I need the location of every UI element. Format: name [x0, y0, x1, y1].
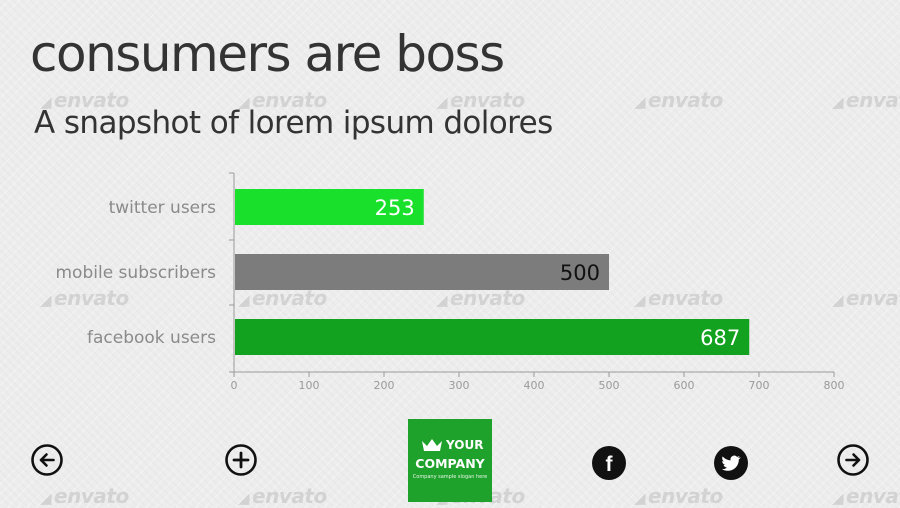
bar-value-label: 253 — [375, 196, 415, 220]
x-tick-label: 400 — [524, 379, 545, 392]
bar — [235, 189, 424, 225]
logo-text-line2: COMPANY — [415, 456, 485, 471]
bar-value-label: 500 — [560, 261, 600, 285]
plus-circle-icon — [225, 444, 257, 476]
x-tick-label: 600 — [674, 379, 695, 392]
logo-text-line1: YOUR — [446, 438, 484, 452]
bar — [235, 254, 609, 290]
arrow-right-circle-icon — [837, 444, 869, 476]
back-button[interactable] — [31, 444, 63, 476]
bar-value-label: 687 — [700, 326, 740, 350]
x-tick-label: 700 — [749, 379, 770, 392]
facebook-icon: f — [606, 453, 614, 476]
company-logo: YOUR COMPANY Company sample slogan here — [408, 419, 492, 502]
bar — [235, 319, 750, 355]
x-tick-label: 500 — [599, 379, 620, 392]
add-button[interactable] — [225, 444, 257, 476]
page-subtitle: A snapshot of lorem ipsum dolores — [34, 105, 553, 141]
category-label: facebook users — [87, 328, 216, 348]
next-button[interactable] — [837, 444, 869, 476]
twitter-bird-icon — [722, 455, 741, 471]
facebook-glyph: f — [606, 453, 614, 476]
category-label: mobile subscribers — [56, 263, 217, 283]
x-tick-label: 300 — [449, 379, 470, 392]
x-tick-label: 200 — [374, 379, 395, 392]
twitter-button[interactable] — [714, 446, 748, 480]
page-title: consumers are boss — [30, 25, 505, 83]
x-tick-label: 0 — [231, 379, 238, 392]
logo-slogan: Company sample slogan here — [412, 474, 488, 480]
x-tick-label: 100 — [299, 379, 320, 392]
crown-icon — [422, 439, 442, 451]
arrow-left-circle-icon — [31, 444, 63, 476]
x-tick-label: 800 — [824, 379, 845, 392]
facebook-button[interactable]: f — [592, 446, 626, 480]
category-label: twitter users — [109, 198, 217, 218]
